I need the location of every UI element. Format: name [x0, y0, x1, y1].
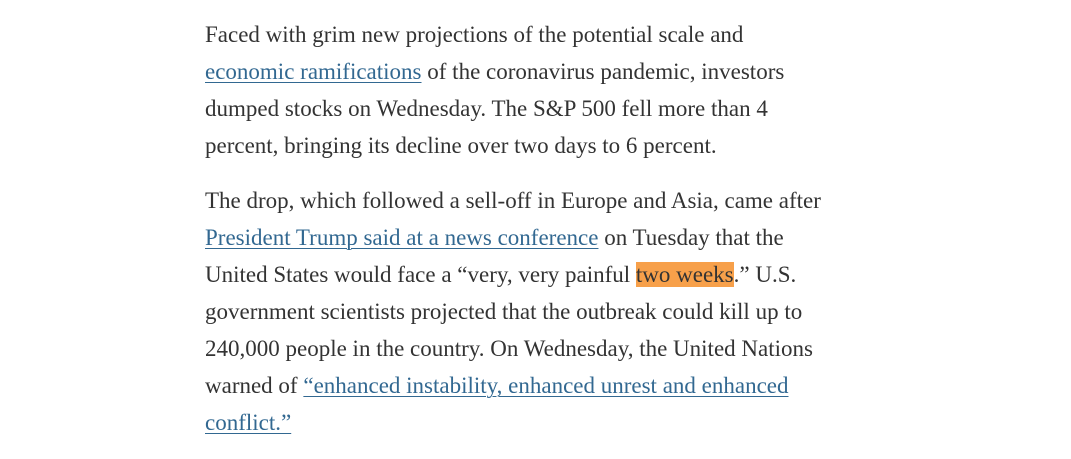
text-run: The drop, which followed a sell-off in E…: [205, 188, 821, 213]
article-link[interactable]: economic ramifications: [205, 59, 422, 84]
text-run: United States would face a “very, very p…: [205, 262, 636, 287]
text-line: economic ramifications of the coronaviru…: [205, 53, 1025, 90]
text-line: government scientists projected that the…: [205, 293, 1025, 330]
text-run: 240,000 people in the country. On Wednes…: [205, 336, 813, 361]
text-line: 240,000 people in the country. On Wednes…: [205, 330, 1025, 367]
article-link[interactable]: “enhanced instability, enhanced unrest a…: [303, 373, 789, 398]
text-line: warned of “enhanced instability, enhance…: [205, 367, 1025, 404]
text-run: percent, bringing its decline over two d…: [205, 133, 717, 158]
text-run: of the coronavirus pandemic, investors: [421, 59, 785, 84]
text-run: on Tuesday that the: [598, 225, 784, 250]
text-run: Faced with grim new projections of the p…: [205, 22, 744, 47]
text-line: conflict.”: [205, 404, 1025, 441]
highlighted-text: two weeks: [635, 262, 734, 287]
text-line: United States would face a “very, very p…: [205, 256, 1025, 293]
text-line: dumped stocks on Wednesday. The S&P 500 …: [205, 90, 1025, 127]
paragraph: Faced with grim new projections of the p…: [205, 16, 1025, 164]
article-link[interactable]: President Trump said at a news conferenc…: [205, 225, 599, 250]
text-run: dumped stocks on Wednesday. The S&P 500 …: [205, 96, 768, 121]
text-line: Faced with grim new projections of the p…: [205, 16, 1025, 53]
text-run: .” U.S.: [733, 262, 797, 287]
text-line: percent, bringing its decline over two d…: [205, 127, 1025, 164]
text-run: government scientists projected that the…: [205, 299, 803, 324]
text-line: President Trump said at a news conferenc…: [205, 219, 1025, 256]
paragraph: The drop, which followed a sell-off in E…: [205, 182, 1025, 441]
text-run: warned of: [205, 373, 304, 398]
article-link[interactable]: conflict.”: [205, 410, 292, 435]
article-body: Faced with grim new projections of the p…: [205, 16, 1025, 459]
text-line: The drop, which followed a sell-off in E…: [205, 182, 1025, 219]
